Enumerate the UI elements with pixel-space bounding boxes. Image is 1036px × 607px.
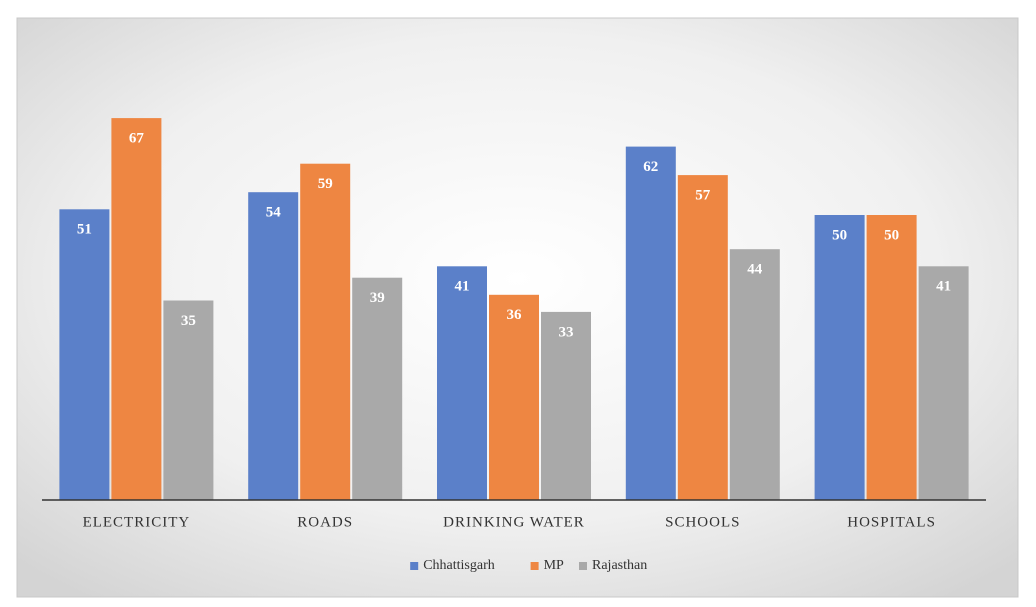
data-label: 51 <box>77 222 92 238</box>
bar <box>437 266 487 500</box>
data-label: 41 <box>936 279 951 295</box>
bar <box>300 163 351 500</box>
bar <box>866 215 917 500</box>
x-tick-label: ELECTRICITY <box>83 514 191 530</box>
legend-label: Chhattisgarh <box>423 558 495 573</box>
bar <box>111 118 162 500</box>
data-label: 57 <box>695 188 711 204</box>
data-label: 50 <box>832 227 847 243</box>
legend-label: Rajasthan <box>592 558 647 573</box>
data-label: 62 <box>643 159 658 175</box>
bar <box>729 249 780 500</box>
plot-area: ELECTRICITY 51 67 35 ROADS 54 59 39 DRINKING WAT… <box>59 118 969 530</box>
bar <box>59 209 110 501</box>
legend-swatch <box>579 562 587 570</box>
data-label: 44 <box>747 262 763 278</box>
legend-label: MP <box>544 558 564 573</box>
legend: Chhattisgarh MP Rajasthan <box>410 558 647 573</box>
data-label: 59 <box>318 176 333 192</box>
data-label: 67 <box>129 131 145 147</box>
data-label: 35 <box>181 313 196 329</box>
data-label: 41 <box>455 279 470 295</box>
legend-swatch <box>530 562 539 570</box>
bar <box>677 175 728 500</box>
bar <box>814 215 865 500</box>
bar <box>918 266 969 500</box>
data-label: 39 <box>370 290 385 306</box>
legend-swatch <box>410 562 419 570</box>
x-tick-label: DRINKING WATER <box>443 514 585 530</box>
bar <box>163 300 214 500</box>
data-label: 36 <box>507 307 523 323</box>
bar <box>352 277 403 500</box>
data-label: 33 <box>559 324 574 340</box>
x-tick-label: HOSPITALS <box>847 514 936 530</box>
data-label: 50 <box>884 227 899 243</box>
bar <box>625 146 676 500</box>
bar <box>248 192 299 500</box>
x-tick-label: ROADS <box>297 514 353 530</box>
x-tick-label: SCHOOLS <box>665 514 740 530</box>
bar <box>489 294 539 500</box>
bar <box>541 311 591 500</box>
data-label: 54 <box>266 205 282 221</box>
